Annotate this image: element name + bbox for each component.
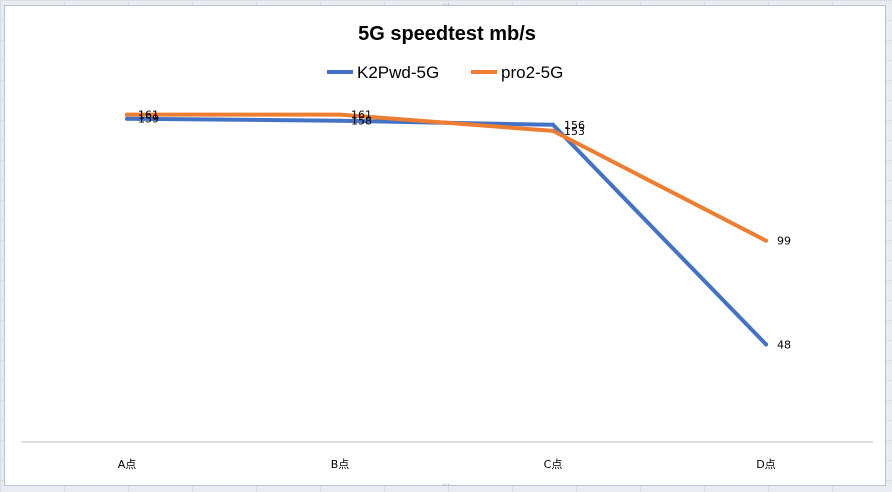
data-point-1-1[interactable] <box>338 112 342 117</box>
resize-handle-bottom[interactable]: ··· <box>442 480 450 489</box>
data-point-1-0[interactable] <box>125 112 129 117</box>
resize-handle-right[interactable] <box>883 242 887 252</box>
resize-handle-left[interactable] <box>0 242 3 252</box>
data-point-1-3[interactable] <box>764 238 768 243</box>
line-chart: 5G speedtest mb/s K2Pwd-5G pro2-5G 159 158… <box>21 23 873 471</box>
data-point-0-0[interactable] <box>125 116 129 121</box>
x-tick-label-3: D点 <box>756 458 775 471</box>
data-point-0-1[interactable] <box>338 118 342 123</box>
x-tick-labels: A点 B点 C点 D点 <box>118 458 776 471</box>
x-tick-label-0: A点 <box>118 458 137 471</box>
legend: K2Pwd-5G pro2-5G <box>327 63 563 82</box>
legend-label-1: pro2-5G <box>501 63 563 82</box>
chart-title: 5G speedtest mb/s <box>358 23 536 45</box>
x-tick-label-2: C点 <box>544 458 563 471</box>
series-line-1[interactable] <box>125 112 768 243</box>
data-point-0-3[interactable] <box>764 342 768 347</box>
series-line-0[interactable] <box>125 116 768 347</box>
data-label-0-2: 156 <box>564 119 585 132</box>
data-label-0-0: 159 <box>138 113 159 126</box>
data-label-1-3: 99 <box>777 235 791 248</box>
data-label-1-0: 161 <box>138 109 159 122</box>
data-label-1-2: 153 <box>564 125 585 138</box>
x-tick-label-1: B点 <box>331 458 350 471</box>
chart-area[interactable]: 5G speedtest mb/s K2Pwd-5G pro2-5G 159 158… <box>4 0 887 489</box>
resize-handle-top[interactable]: ··· <box>442 0 450 9</box>
data-label-1-1: 161 <box>351 109 372 122</box>
series-layer <box>125 112 768 347</box>
data-point-1-2[interactable] <box>551 128 555 133</box>
data-label-0-1: 158 <box>351 115 372 128</box>
data-labels: 159 158 156 48 161 161 153 99 <box>138 109 791 352</box>
legend-label-0: K2Pwd-5G <box>357 63 439 82</box>
data-point-0-2[interactable] <box>551 122 555 127</box>
data-label-0-3: 48 <box>777 338 791 351</box>
